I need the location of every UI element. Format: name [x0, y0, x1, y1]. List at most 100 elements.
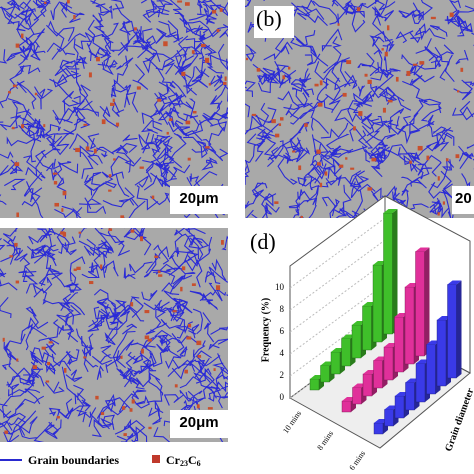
- bar-front: [383, 212, 393, 335]
- series-label: 8 mins: [315, 429, 335, 452]
- carbide: [139, 166, 144, 169]
- bar-front: [394, 395, 405, 419]
- carbide: [136, 86, 141, 90]
- carbide: [300, 215, 303, 218]
- carbide: [412, 63, 418, 66]
- carbide: [43, 124, 46, 128]
- y-tick-label: 4: [280, 348, 285, 358]
- carbide: [108, 174, 112, 178]
- bar-front: [415, 251, 425, 357]
- bar-front: [341, 400, 352, 413]
- carbide: [196, 404, 200, 409]
- carbide: [144, 335, 150, 340]
- carbide: [148, 426, 152, 430]
- y-tick-label: 2: [280, 370, 285, 380]
- carbide: [96, 56, 100, 62]
- bar-front: [404, 286, 415, 365]
- carbide: [101, 119, 106, 125]
- bar-top: [415, 247, 430, 252]
- carbide: [20, 33, 24, 39]
- carbide: [196, 340, 202, 346]
- carbide: [356, 7, 361, 12]
- carbide: [316, 149, 321, 154]
- carbide: [222, 81, 227, 85]
- carbide: [409, 160, 412, 164]
- carbide: [48, 341, 53, 344]
- carbide: [211, 10, 217, 14]
- carbide: [177, 0, 183, 3]
- bar-front: [383, 346, 394, 381]
- carbide: [426, 155, 430, 161]
- carbide: [384, 51, 388, 57]
- bar-front: [330, 351, 341, 375]
- carbide: [16, 358, 19, 362]
- carbide: [66, 0, 70, 4]
- carbide: [197, 354, 202, 358]
- bar-front: [362, 373, 373, 397]
- bar: [415, 247, 430, 357]
- bar-front: [351, 324, 362, 359]
- carbide: [419, 61, 425, 65]
- carbide: [338, 164, 344, 168]
- micrograph: [0, 228, 228, 442]
- carbide: [123, 433, 127, 437]
- carbide: [324, 171, 328, 176]
- carbide: [44, 1, 47, 4]
- carbide: [224, 76, 227, 81]
- carbide: [204, 57, 210, 63]
- carbide: [187, 157, 191, 161]
- carbide: [395, 76, 399, 82]
- bar-front: [372, 264, 383, 343]
- carbide: [88, 72, 92, 78]
- carbide: [346, 60, 352, 65]
- carbide: [353, 126, 356, 131]
- carbide: [141, 348, 144, 354]
- legend-text: Cr23C6: [166, 453, 201, 468]
- carbide: [387, 99, 393, 103]
- carbide: [131, 399, 135, 404]
- carbide: [221, 240, 224, 245]
- carbide: [430, 16, 436, 20]
- bar-front: [436, 319, 447, 387]
- carbide: [216, 29, 220, 33]
- grain-boundaries: [245, 0, 474, 218]
- carbide: [83, 356, 87, 359]
- scale-bar-box: [452, 186, 474, 214]
- legend-text: Grain boundaries: [28, 453, 119, 467]
- carbide: [112, 98, 115, 103]
- y-axis-label: Frequency (%): [260, 298, 271, 363]
- carbide: [134, 27, 137, 31]
- carbide: [205, 146, 210, 149]
- carbide: [304, 123, 308, 127]
- carbide: [95, 395, 99, 400]
- series-label: 6 mins: [347, 449, 367, 472]
- carbide: [8, 91, 11, 94]
- carbide: [184, 2, 190, 6]
- carbide: [174, 384, 178, 388]
- bar-front: [384, 409, 394, 427]
- carbide: [345, 157, 348, 160]
- micrograph: [0, 0, 228, 218]
- carbide: [406, 70, 411, 76]
- carbide: [100, 412, 105, 415]
- panel-label: (d): [250, 229, 276, 254]
- carbide: [282, 75, 286, 80]
- carbide: [292, 150, 296, 153]
- bar-front: [426, 344, 436, 395]
- carbide: [350, 167, 355, 170]
- grain-boundaries: [0, 228, 228, 442]
- carbide: [316, 162, 321, 166]
- carbide: [122, 406, 126, 410]
- y-tick-label: 6: [280, 326, 285, 336]
- carbide: [61, 208, 64, 212]
- bar-front: [373, 360, 383, 389]
- carbide: [172, 310, 177, 313]
- carbide: [256, 67, 261, 72]
- series-label: 10 mins: [281, 409, 303, 435]
- carbide: [314, 83, 319, 87]
- carbide: [381, 48, 384, 51]
- bar-front: [394, 316, 404, 373]
- carbide: [9, 255, 13, 258]
- bar: [447, 280, 462, 379]
